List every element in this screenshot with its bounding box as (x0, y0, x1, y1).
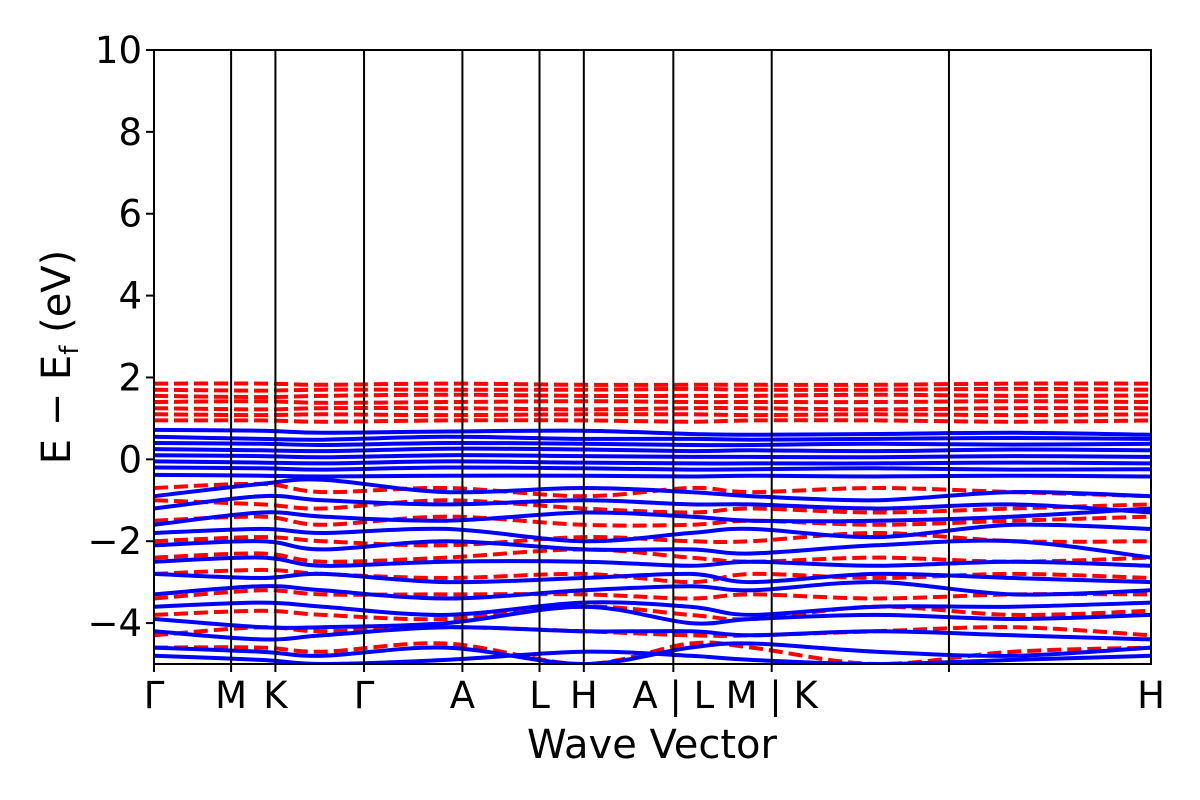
band-line-dashed (154, 547, 1151, 564)
band-line-solid (154, 571, 1151, 585)
band-line-solid (154, 625, 1151, 642)
x-tick-label: H (570, 674, 598, 717)
y-axis-title: E − Ef (eV) (34, 250, 85, 465)
band-line-dashed (154, 381, 1151, 387)
x-tick-label: Γ (144, 674, 165, 717)
band-line-solid (154, 522, 1151, 544)
band-line-solid (154, 641, 1151, 664)
band-line-dashed (154, 498, 1151, 515)
band-line-solid (154, 604, 1151, 630)
band-line-dashed (154, 399, 1151, 405)
y-tick-label: 0 (118, 438, 142, 481)
x-tick-label: M (215, 674, 247, 717)
band-line-dashed (154, 588, 1151, 601)
y-tick-label: 4 (118, 275, 142, 318)
y-tick-label: −2 (87, 520, 142, 563)
band-line-solid (154, 440, 1151, 448)
y-tick-label: 8 (118, 111, 142, 154)
band-line-solid (154, 506, 1151, 527)
y-axis-ticks: −4 −2 0 2 4 6 8 10 (87, 29, 154, 645)
x-tick-label: H (1137, 674, 1165, 717)
band-line-solid (154, 427, 1151, 437)
band-line-solid (154, 459, 1151, 466)
x-tick-label: Γ (354, 674, 375, 717)
band-line-dashed (154, 640, 1151, 664)
band-line-solid (154, 472, 1151, 479)
y-axis-title-subscript: f (55, 345, 85, 355)
band-line-solid (154, 600, 1151, 617)
band-line-dashed (154, 604, 1151, 622)
x-tick-label: A (450, 674, 475, 717)
band-line-dashed (154, 481, 1151, 499)
band-line-solid (154, 453, 1151, 460)
kpoint-lines (230, 50, 950, 664)
y-tick-label: 10 (95, 29, 142, 72)
band-line-dashed (154, 406, 1151, 412)
band-line-solid (154, 434, 1151, 442)
x-tick-label: L (529, 674, 550, 717)
y-tick-label: −4 (87, 602, 142, 645)
band-line-solid (154, 477, 1151, 503)
y-axis-title-unit: (eV) (34, 250, 80, 346)
plot-frame (153, 49, 1152, 665)
band-line-solid (154, 555, 1151, 568)
y-tick-label: 2 (118, 356, 142, 399)
y-tick-label: 6 (118, 193, 142, 236)
band-line-solid (154, 538, 1151, 560)
band-line-solid (154, 446, 1151, 454)
band-line-solid (154, 465, 1151, 472)
band-line-dashed (154, 392, 1151, 400)
band-line-solid (154, 580, 1151, 601)
band-line-dashed (154, 514, 1151, 528)
x-tick-label: M | K (726, 674, 820, 717)
x-axis-title: Wave Vector (527, 722, 778, 768)
x-tick-label: K (263, 674, 289, 717)
band-line-dashed (154, 412, 1151, 418)
band-line-solid (154, 493, 1151, 515)
bands-layer (154, 381, 1151, 664)
x-tick-label: A | L (632, 674, 714, 717)
band-line-dashed (154, 386, 1151, 393)
band-line-dashed (154, 418, 1151, 424)
y-axis-title-main: E − E (34, 355, 80, 465)
